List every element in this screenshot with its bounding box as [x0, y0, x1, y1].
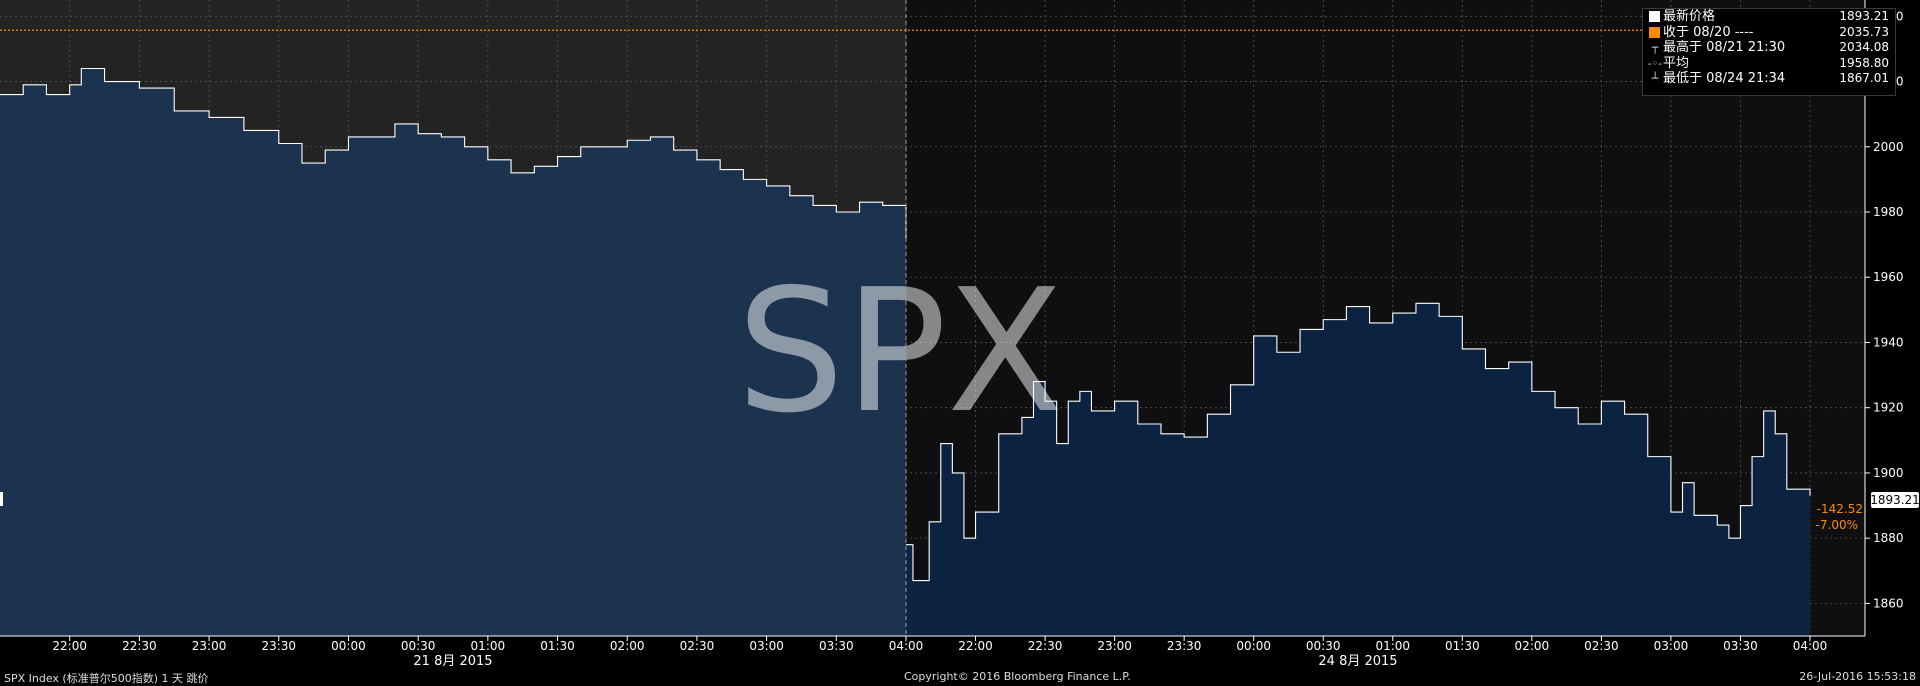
- x-tick-label: 03:30: [819, 639, 854, 653]
- x-tick-label: 02:00: [610, 639, 645, 653]
- x-tick-label: 22:30: [1028, 639, 1063, 653]
- legend-item-high: ┬ 最高于 08/21 21:30 2034.08: [1643, 40, 1895, 56]
- x-tick-label: 23:00: [1097, 639, 1132, 653]
- x-tick-label: 01:30: [540, 639, 575, 653]
- y-tick-label: 1860: [1873, 596, 1904, 610]
- legend: 最新价格 1893.21 收于 08/20 ---- 2035.73 ┬ 最高于…: [1642, 8, 1896, 96]
- legend-swatch: [1649, 26, 1660, 38]
- x-tick-label: 22:00: [52, 639, 87, 653]
- y-tick-label: 1940: [1873, 335, 1904, 349]
- x-tick-label: 03:00: [1654, 639, 1689, 653]
- footer-security-info: SPX Index (标准普尔500指数) 1 天 跳价: [4, 672, 209, 685]
- legend-item-average: -◦- 平均 1958.80: [1643, 56, 1895, 72]
- x-tick-label: 01:00: [471, 639, 506, 653]
- change-absolute: -142.52: [1817, 502, 1863, 516]
- y-tick-label: 1880: [1873, 531, 1904, 545]
- price-series-line: [0, 67, 907, 239]
- x-tick-label: 02:30: [680, 639, 715, 653]
- x-date-label: 24 8月 2015: [1318, 654, 1397, 669]
- left-marker: [0, 492, 3, 506]
- legend-swatch: [1649, 11, 1660, 22]
- x-tick-label: 22:30: [122, 639, 157, 653]
- change-percent: -7.00%: [1816, 518, 1858, 532]
- watermark: SPX: [737, 253, 1064, 451]
- y-tick-label: 1900: [1873, 466, 1904, 480]
- x-tick-label: 02:30: [1584, 639, 1619, 653]
- axis-strip: [0, 636, 1920, 686]
- x-tick-label: 03:00: [749, 639, 784, 653]
- x-date-label: 21 8月 2015: [413, 654, 492, 669]
- price-area: [0, 68, 1810, 636]
- x-tick-label: 00:00: [331, 639, 366, 653]
- price-series-line: [906, 302, 1811, 582]
- legend-value: 1867.01: [1839, 71, 1889, 86]
- x-tick-label: 23:00: [192, 639, 227, 653]
- x-tick-label: 22:00: [958, 639, 993, 653]
- area-fill: [0, 68, 906, 636]
- legend-value: 1958.80: [1839, 55, 1889, 70]
- y-tick-label: 1980: [1873, 205, 1904, 219]
- x-tick-label: 00:30: [1306, 639, 1341, 653]
- x-axis: 22:00 22:30 23:00 23:30 00:00 00:30 01:00 01:30…: [0, 635, 1865, 669]
- y-tick-label: 1920: [1873, 401, 1904, 415]
- x-tick-label: 23:30: [1167, 639, 1202, 653]
- x-tick-label: 00:30: [401, 639, 436, 653]
- legend-value: 2034.08: [1839, 40, 1889, 55]
- footer-timestamp: 26-Jul-2016 15:53:18: [1799, 670, 1916, 683]
- legend-item-prev-close: 收于 08/20 ---- 2035.73: [1643, 25, 1895, 41]
- legend-item-last-price: 最新价格 1893.21: [1643, 9, 1895, 25]
- x-tick-label: 00:00: [1236, 639, 1271, 653]
- x-tick-label: 03:30: [1723, 639, 1758, 653]
- average-marker-icon: -◦-: [1647, 56, 1663, 70]
- legend-label: 收于 08/20 ----: [1663, 24, 1754, 40]
- legend-label: 平均: [1663, 55, 1690, 71]
- right-axis-strip: [1865, 0, 1920, 636]
- y-tick-label: 1960: [1873, 270, 1904, 284]
- x-tick-label: 02:00: [1515, 639, 1550, 653]
- legend-value: 2035.73: [1839, 24, 1889, 39]
- x-tick-label: 04:00: [1793, 639, 1828, 653]
- price-tag-value: 1893.21: [1870, 493, 1920, 507]
- legend-label: 最高于 08/21 21:30: [1663, 40, 1786, 56]
- x-tick-label: 01:00: [1375, 639, 1410, 653]
- area-fill: [906, 303, 1810, 636]
- legend-value: 1893.21: [1839, 9, 1889, 23]
- legend-label: 最新价格: [1663, 9, 1716, 24]
- price-line: [0, 67, 1811, 582]
- x-tick-label: 23:30: [261, 639, 296, 653]
- legend-label: 最低于 08/24 21:34: [1663, 71, 1786, 87]
- low-marker-icon: ┴: [1651, 72, 1659, 86]
- x-tick-label: 01:30: [1445, 639, 1480, 653]
- y-tick-label: 2000: [1873, 140, 1904, 154]
- footer-copyright: Copyright© 2016 Bloomberg Finance L.P.: [904, 670, 1131, 683]
- x-tick-label: 04:00: [889, 639, 924, 653]
- price-tag: 1893.21: [1870, 492, 1920, 508]
- legend-item-low: ┴ 最低于 08/24 21:34 1867.01: [1643, 71, 1895, 87]
- high-marker-icon: ┬: [1651, 41, 1659, 55]
